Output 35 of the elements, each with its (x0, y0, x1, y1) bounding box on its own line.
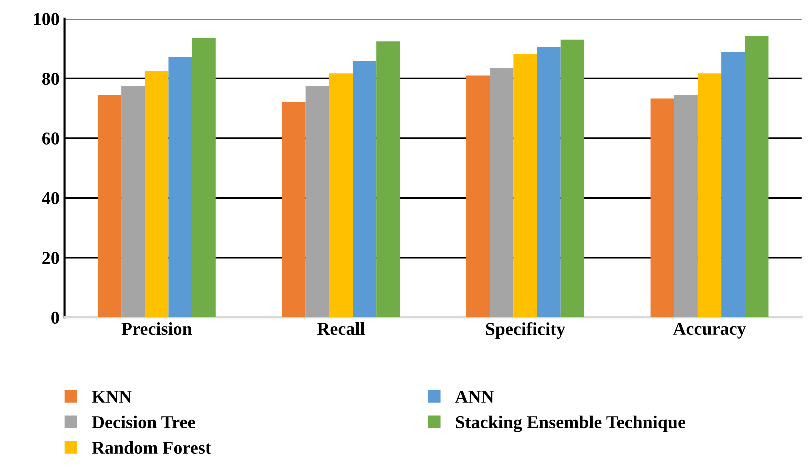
bar (168, 57, 192, 318)
y-tick-label: 100 (34, 13, 60, 26)
bar (698, 74, 722, 318)
y-tick-label: 20 (42, 252, 60, 264)
legend-label: Random Forest (92, 441, 212, 454)
y-tick-label: 0 (52, 312, 60, 324)
legend-label: ANN (455, 390, 494, 403)
bar (306, 86, 330, 318)
bar (674, 95, 698, 318)
y-tick-label: 60 (42, 132, 60, 145)
bar (98, 95, 122, 318)
bar (192, 38, 216, 318)
bar (514, 54, 538, 318)
bar (145, 72, 169, 318)
x-tick-label: Precision (122, 322, 192, 336)
bar (282, 102, 306, 318)
x-tick-label: Accuracy (673, 323, 746, 339)
bar (490, 68, 514, 318)
bar (650, 98, 674, 318)
bar (560, 40, 584, 318)
bar (376, 42, 400, 318)
x-tick-label: Recall (317, 322, 365, 336)
bar (329, 74, 354, 318)
x-tick-label: Specificity (486, 322, 566, 340)
y-tick-label: 80 (42, 72, 60, 86)
bar (537, 47, 561, 318)
bar (722, 52, 746, 318)
y-tick-label: 40 (42, 192, 60, 205)
legend-label: KNN (92, 391, 132, 403)
legend-label: Decision Tree (92, 416, 196, 429)
legend-label: Stacking Ensemble Technique (456, 416, 686, 432)
bar (122, 86, 146, 318)
bar (353, 61, 377, 318)
bar (745, 36, 769, 318)
bar (466, 76, 490, 318)
